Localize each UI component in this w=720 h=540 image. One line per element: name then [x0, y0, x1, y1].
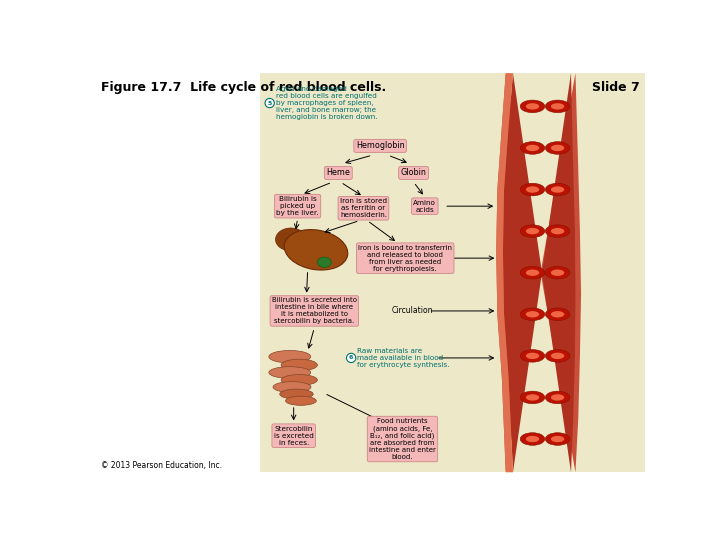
Ellipse shape [545, 308, 570, 321]
Ellipse shape [284, 230, 348, 270]
Ellipse shape [545, 141, 570, 154]
Ellipse shape [526, 436, 539, 442]
Ellipse shape [269, 350, 311, 363]
Ellipse shape [551, 145, 564, 151]
Ellipse shape [551, 228, 564, 234]
Ellipse shape [521, 225, 545, 238]
Polygon shape [260, 73, 645, 472]
Text: Bilirubin is
picked up
by the liver.: Bilirubin is picked up by the liver. [276, 196, 319, 216]
Ellipse shape [521, 349, 545, 362]
Text: Iron is bound to transferrin
and released to blood
from liver as needed
for eryt: Iron is bound to transferrin and release… [359, 245, 452, 272]
Ellipse shape [526, 145, 539, 151]
Ellipse shape [526, 269, 539, 276]
Circle shape [346, 353, 356, 362]
Text: Food nutrients
(amino acids, Fe,
B₁₂, and folic acid)
are absorbed from
intestin: Food nutrients (amino acids, Fe, B₁₂, an… [369, 418, 436, 460]
Ellipse shape [279, 389, 313, 399]
Ellipse shape [521, 100, 545, 113]
Ellipse shape [526, 228, 539, 234]
Text: Heme: Heme [326, 168, 350, 178]
Text: Slide 7: Slide 7 [592, 82, 639, 94]
Polygon shape [503, 73, 575, 472]
Ellipse shape [551, 353, 564, 359]
Text: Raw materials are
made available in blood
for erythrocyte synthesis.: Raw materials are made available in bloo… [357, 348, 450, 368]
Polygon shape [496, 73, 581, 472]
Text: © 2013 Pearson Education, Inc.: © 2013 Pearson Education, Inc. [101, 461, 222, 470]
Ellipse shape [551, 269, 564, 276]
Ellipse shape [269, 367, 311, 379]
Text: Globin: Globin [401, 168, 426, 178]
Ellipse shape [545, 266, 570, 279]
Ellipse shape [545, 391, 570, 404]
Ellipse shape [521, 308, 545, 321]
Text: 5: 5 [268, 100, 272, 105]
Ellipse shape [318, 257, 331, 267]
Ellipse shape [526, 353, 539, 359]
Polygon shape [496, 73, 513, 472]
Ellipse shape [526, 311, 539, 318]
Ellipse shape [551, 311, 564, 318]
Text: Amino
acids: Amino acids [413, 200, 436, 213]
Ellipse shape [281, 375, 318, 386]
Text: Aged and damaged
red blood cells are engulfed
by macrophages of spleen,
liver, a: Aged and damaged red blood cells are eng… [276, 86, 377, 120]
Text: Stercobilin
is excreted
in feces.: Stercobilin is excreted in feces. [274, 426, 314, 446]
Ellipse shape [521, 391, 545, 404]
Ellipse shape [526, 186, 539, 193]
Text: 6: 6 [349, 355, 354, 360]
Ellipse shape [545, 433, 570, 446]
Ellipse shape [521, 433, 545, 446]
Ellipse shape [521, 266, 545, 279]
Ellipse shape [545, 225, 570, 238]
Ellipse shape [521, 183, 545, 196]
Ellipse shape [276, 228, 306, 251]
Circle shape [265, 98, 274, 107]
Ellipse shape [551, 186, 564, 193]
Ellipse shape [526, 394, 539, 401]
Ellipse shape [281, 359, 318, 371]
Text: Circulation: Circulation [392, 307, 433, 315]
Text: Hemoglobin: Hemoglobin [356, 141, 405, 150]
Ellipse shape [551, 394, 564, 401]
Text: Bilirubin is secreted into
intestine in bile where
it is metabolized to
stercobi: Bilirubin is secreted into intestine in … [272, 298, 357, 325]
Ellipse shape [545, 100, 570, 113]
Text: Iron is stored
as ferritin or
hemosiderin.: Iron is stored as ferritin or hemosideri… [340, 198, 387, 218]
Ellipse shape [545, 183, 570, 196]
Ellipse shape [286, 396, 316, 406]
Ellipse shape [526, 103, 539, 110]
Ellipse shape [521, 141, 545, 154]
Ellipse shape [273, 382, 311, 393]
Ellipse shape [545, 349, 570, 362]
Ellipse shape [551, 103, 564, 110]
Ellipse shape [551, 436, 564, 442]
Text: Figure 17.7  Life cycle of red blood cells.: Figure 17.7 Life cycle of red blood cell… [101, 82, 387, 94]
